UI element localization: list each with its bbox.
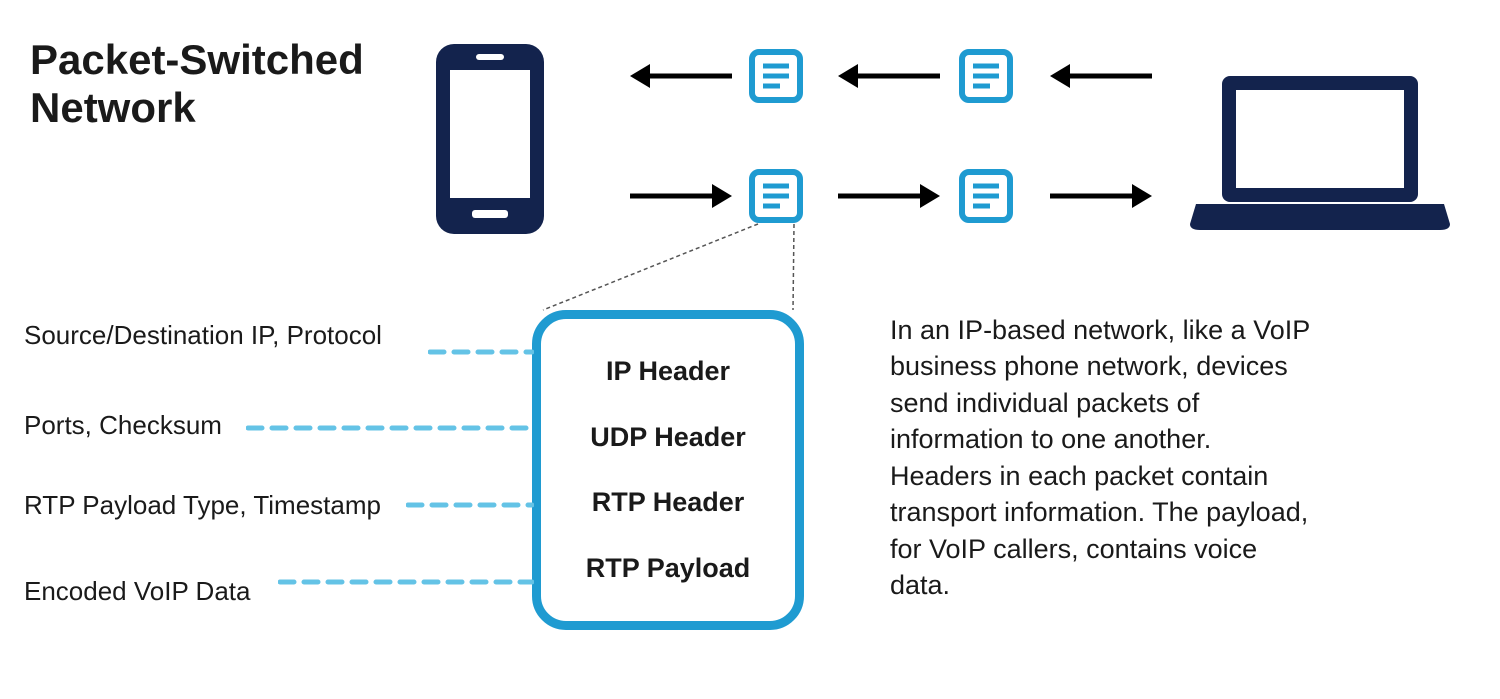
packet-layer-label: RTP Payload [541, 553, 795, 584]
packet-layer-label: RTP Header [541, 487, 795, 518]
packet-structure-box: IP Header UDP Header RTP Header RTP Payload [532, 310, 804, 630]
annotation-leader-line [278, 576, 534, 588]
packet-annotation: Ports, Checksum [24, 410, 222, 441]
explanation-text: In an IP-based network, like a VoIP busi… [890, 312, 1320, 604]
packet-layer-label: IP Header [541, 356, 795, 387]
annotation-leader-line [246, 422, 534, 434]
packet-annotation: Encoded VoIP Data [24, 576, 250, 607]
packet-annotation: RTP Payload Type, Timestamp [24, 490, 381, 521]
packet-layer-label: UDP Header [541, 422, 795, 453]
annotation-leader-line [406, 499, 534, 511]
packet-annotation: Source/Destination IP, Protocol [24, 320, 382, 351]
annotation-leader-line [428, 346, 534, 358]
